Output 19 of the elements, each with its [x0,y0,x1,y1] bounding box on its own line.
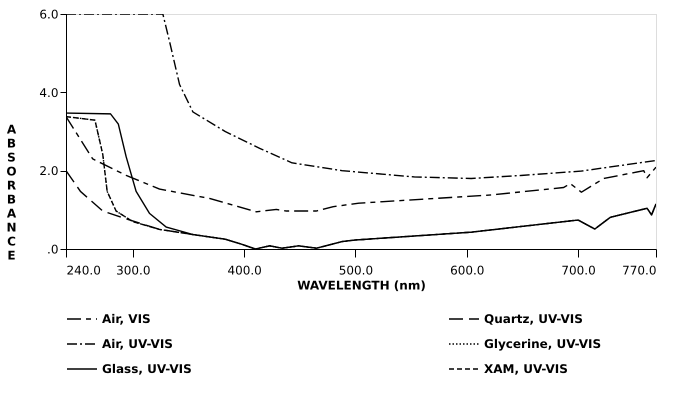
y-tick-label: 4.0 [39,86,58,100]
y-tick-label: 2.0 [39,164,58,178]
legend-label: XAM, UV-VIS [484,362,568,376]
legend-label: Glass, UV-VIS [102,362,192,376]
legend-label: Air, UV-VIS [102,337,173,351]
x-tick-label: 500.0 [338,264,374,278]
x-tick-label: 400.0 [227,264,262,278]
x-tick-label: 600.0 [450,264,484,278]
y-tick-label: 6.0 [39,8,58,22]
x-tick-label: 770.0 [622,264,656,278]
y-tick-label: .0 [47,242,58,256]
legend-label: Quartz, UV-VIS [484,312,583,326]
legend-label: Glycerine, UV-VIS [484,337,602,351]
x-axis-title: WAVELENGTH (nm) [297,278,426,292]
x-tick-label: 700.0 [561,264,596,278]
legend-label: Air, VIS [102,312,151,326]
x-tick-label: 240.0 [66,264,101,278]
x-tick-label: 300.0 [116,264,150,278]
text: ABSORBANCE [6,122,17,262]
